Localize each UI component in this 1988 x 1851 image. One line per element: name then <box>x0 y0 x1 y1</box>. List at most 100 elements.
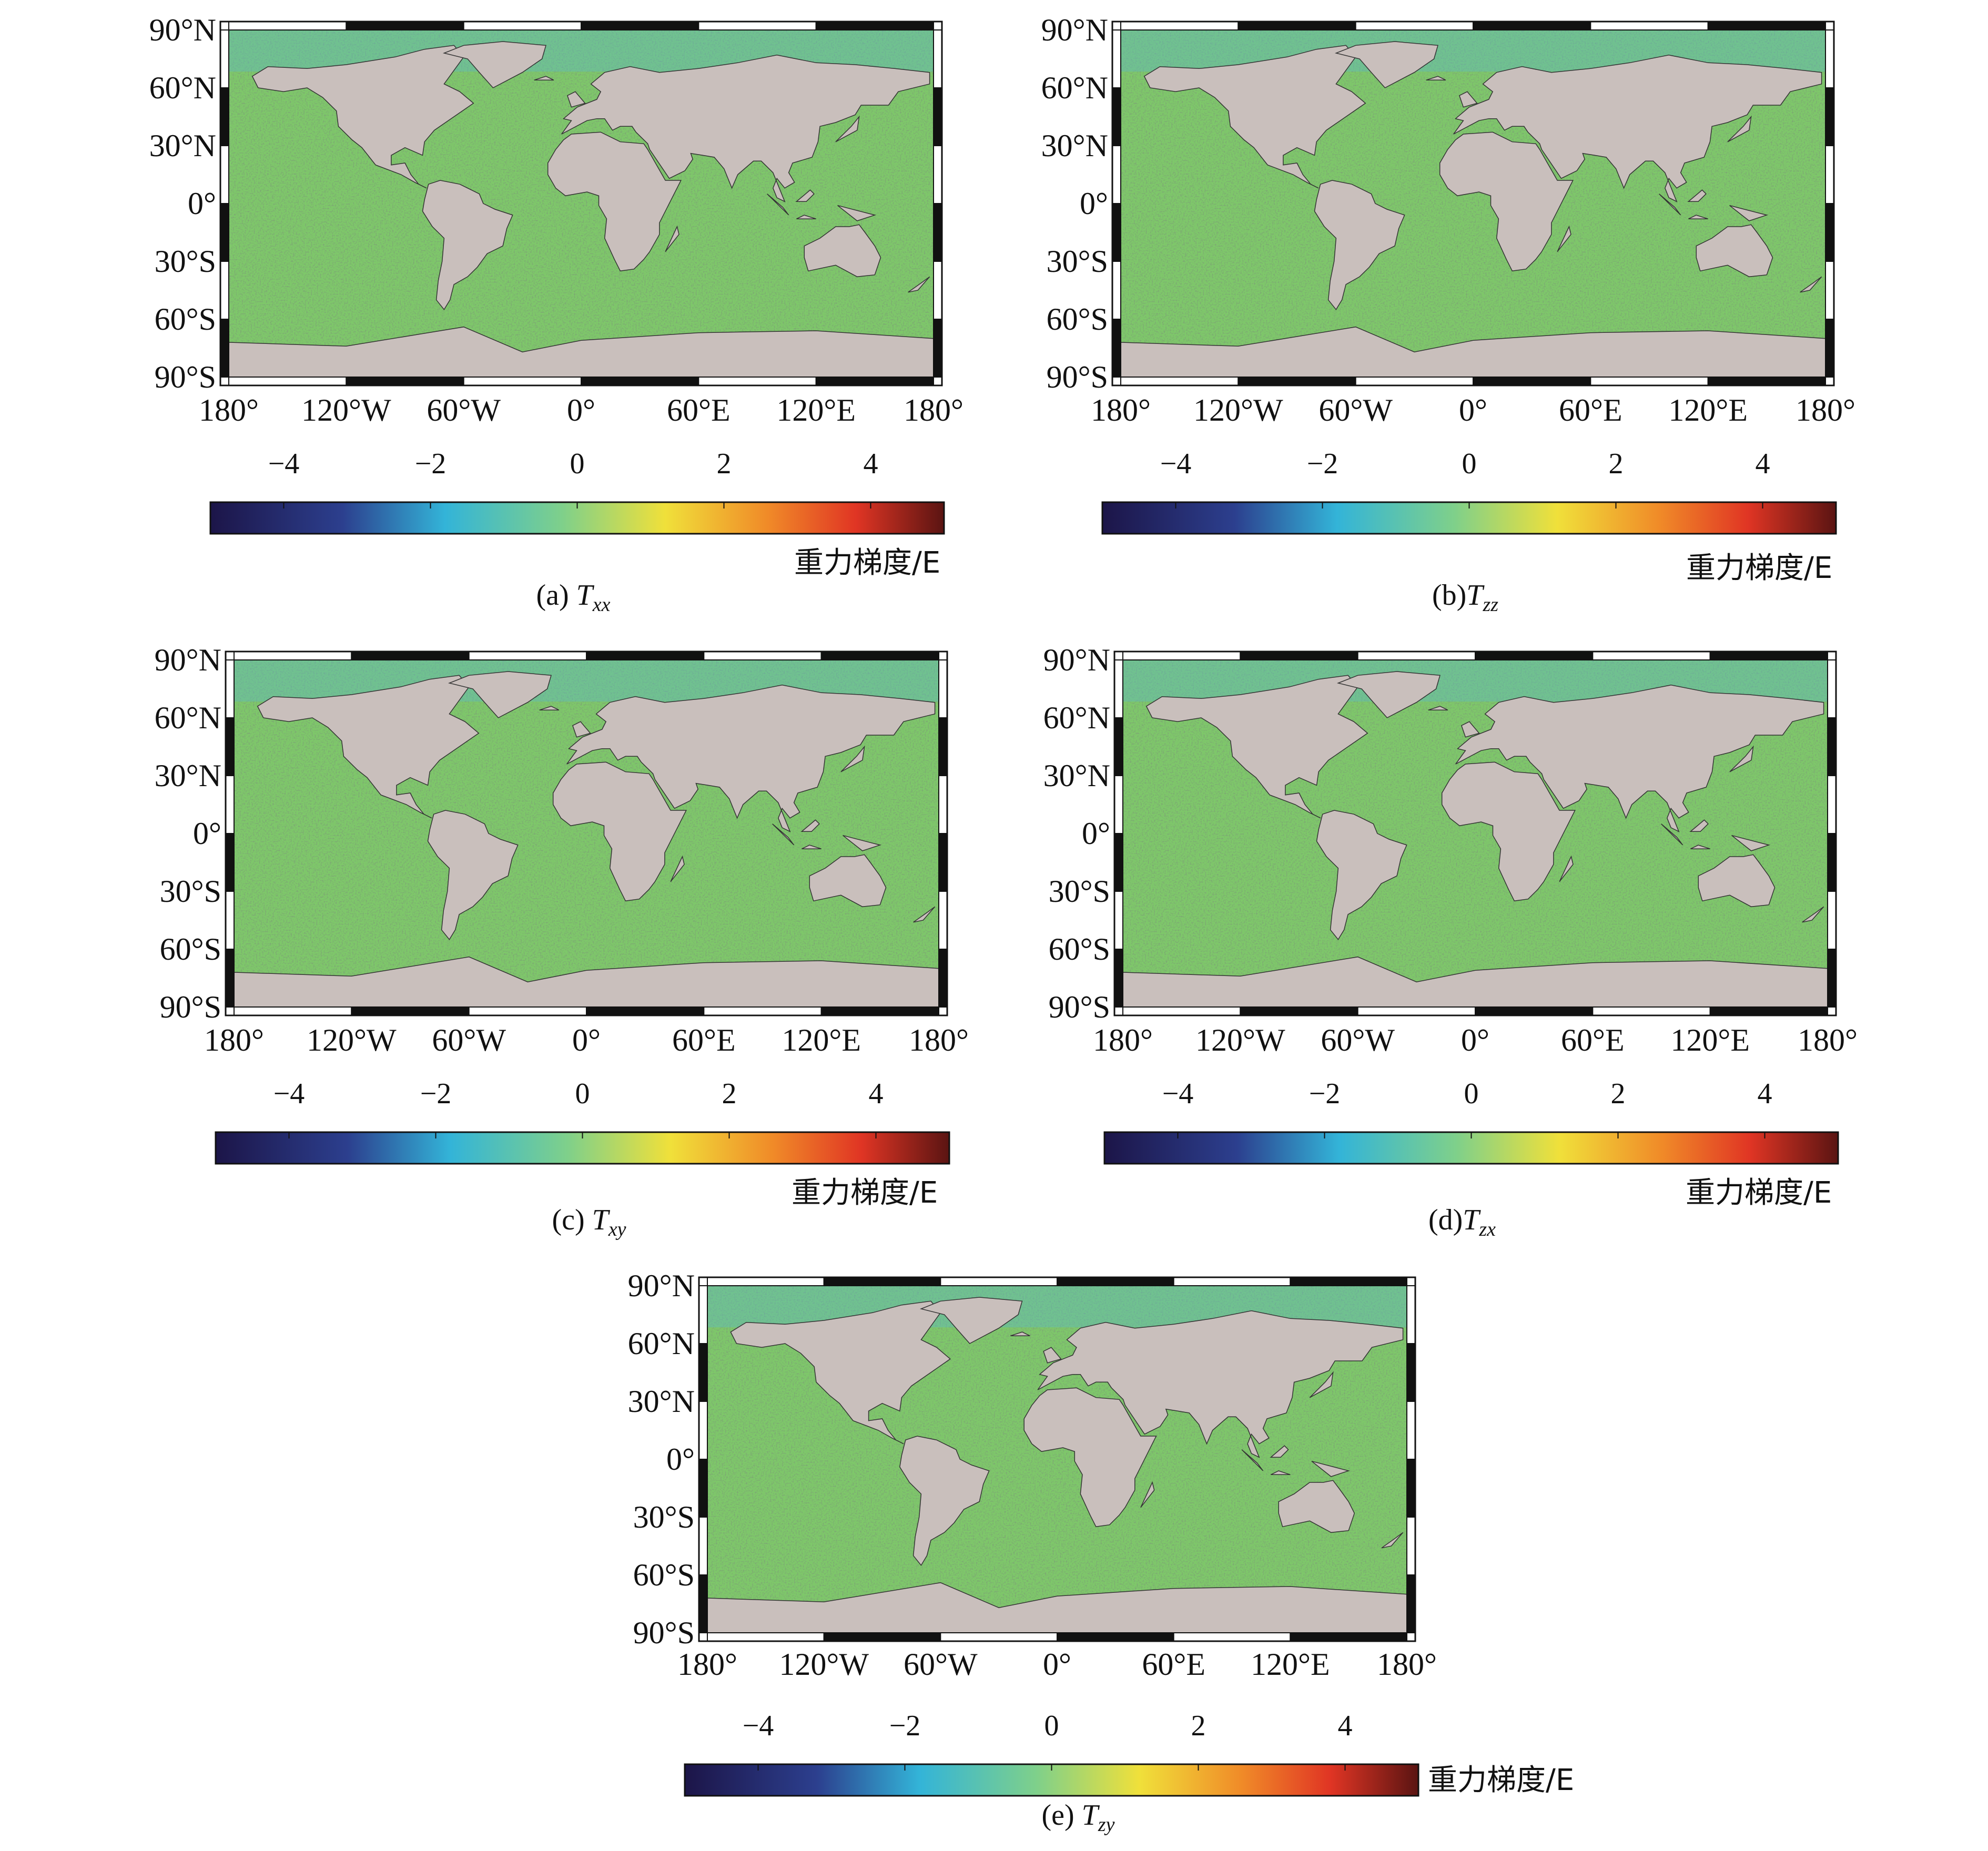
landmass <box>566 91 586 108</box>
lat-label: 0° <box>193 816 221 851</box>
lon-label: 120°W <box>1193 393 1283 428</box>
lon-label: 60°E <box>667 393 731 428</box>
frame-segment <box>351 651 470 660</box>
lat-label: 60°S <box>1047 302 1108 337</box>
frame-segment <box>1114 949 1123 1008</box>
landmass <box>1687 189 1707 202</box>
landmass <box>802 845 821 850</box>
lon-label: 60°W <box>432 1023 506 1057</box>
landmass <box>772 823 795 846</box>
frame-segment <box>1707 21 1826 30</box>
landmass <box>1441 761 1576 902</box>
landmass <box>840 745 865 772</box>
lon-label: 180° <box>1377 1647 1437 1682</box>
frame-segment <box>581 377 699 386</box>
lat-label: 30°N <box>149 128 216 163</box>
frame-segment <box>1057 1632 1174 1642</box>
frame-segment <box>220 29 229 88</box>
colorbar-tick-label: 0 <box>570 448 585 480</box>
caption-symbol: T <box>1081 1799 1098 1832</box>
land-layer <box>229 41 934 377</box>
landmass <box>1690 845 1710 850</box>
caption-subscript: zx <box>1479 1218 1496 1241</box>
landmass <box>1661 823 1683 846</box>
landmass <box>670 855 685 882</box>
lon-label: 0° <box>1461 1023 1489 1057</box>
frame-segment <box>698 1517 708 1575</box>
frame-segment <box>1592 651 1711 660</box>
frame-segment <box>463 21 582 30</box>
lat-label: 0° <box>188 186 216 221</box>
landmass <box>561 54 930 202</box>
map-frame <box>698 1276 1416 1642</box>
frame-segment <box>1173 1632 1291 1642</box>
frame-segment <box>1355 21 1474 30</box>
caption-subscript: xx <box>592 594 611 616</box>
lat-label: 60°N <box>149 70 216 105</box>
landmass <box>442 41 546 88</box>
landmass <box>539 706 560 711</box>
lat-label: 30°S <box>633 1500 695 1534</box>
colorbar-tick-label: −4 <box>1160 448 1192 480</box>
landmass <box>1800 276 1822 293</box>
lon-label: 60°E <box>1559 393 1622 428</box>
landmass <box>919 1297 1023 1344</box>
frame-segment <box>1825 203 1834 262</box>
lon-label: 60°E <box>672 1023 736 1057</box>
colorbar-tick-label: 0 <box>1464 1077 1479 1110</box>
frame-segment <box>225 775 235 834</box>
lat-label: 30°S <box>1049 874 1110 909</box>
lat-label: 90°S <box>1049 990 1110 1024</box>
caption-prefix: (b) <box>1432 579 1467 612</box>
colorbar-tick-label: −2 <box>420 1077 452 1110</box>
lon-label: 120°E <box>1251 1647 1330 1682</box>
frame-segment <box>698 1459 708 1518</box>
frame-segment <box>468 1006 587 1016</box>
landmass <box>257 675 480 819</box>
landmass <box>422 180 513 311</box>
frame-segment <box>220 319 229 378</box>
landmass <box>1381 1532 1404 1549</box>
frame-segment <box>1709 1006 1828 1016</box>
frame-segment <box>698 1401 708 1460</box>
frame-segment <box>1057 1277 1174 1286</box>
frame-segment <box>220 203 229 262</box>
frame-segment <box>698 1574 708 1633</box>
lon-label: 0° <box>1459 393 1487 428</box>
lon-label: 120°W <box>301 393 391 428</box>
colorbar-tick-label: −4 <box>273 1077 305 1110</box>
landmass <box>730 1300 951 1445</box>
frame-segment <box>1827 775 1837 834</box>
lat-label: 90°N <box>155 643 221 677</box>
lat-label: 30°N <box>155 758 221 793</box>
lon-label: 180° <box>1091 393 1151 428</box>
frame-segment <box>933 319 942 378</box>
landmass <box>1439 131 1574 272</box>
landmass <box>1037 1310 1404 1458</box>
frame-segment <box>933 203 942 262</box>
frame-segment <box>1406 1343 1416 1402</box>
land-layer <box>707 1297 1407 1633</box>
frame-segment <box>1825 87 1834 146</box>
lon-label: 120°E <box>1670 1023 1750 1057</box>
land-layer <box>1123 671 1828 1007</box>
frame-segment <box>1475 1006 1594 1016</box>
landmass <box>1278 1480 1355 1533</box>
lon-label: 180° <box>199 393 259 428</box>
lat-label: 30°N <box>628 1384 695 1419</box>
frame-segment <box>1825 261 1834 320</box>
land-layer <box>234 671 939 1007</box>
lat-label: 60°S <box>633 1558 695 1592</box>
colorbar-unit-label: 重力梯度/E <box>792 1176 938 1210</box>
lon-label: 0° <box>1043 1647 1071 1682</box>
landmass <box>1123 956 1828 1007</box>
frame-segment <box>1406 1459 1416 1518</box>
frame-segment <box>707 1632 825 1642</box>
landmass <box>552 761 687 902</box>
frame-segment <box>938 891 948 950</box>
landmass <box>899 1436 990 1567</box>
lat-label: 60°N <box>628 1326 695 1361</box>
frame-segment <box>1827 891 1837 950</box>
frame-segment <box>225 659 235 718</box>
